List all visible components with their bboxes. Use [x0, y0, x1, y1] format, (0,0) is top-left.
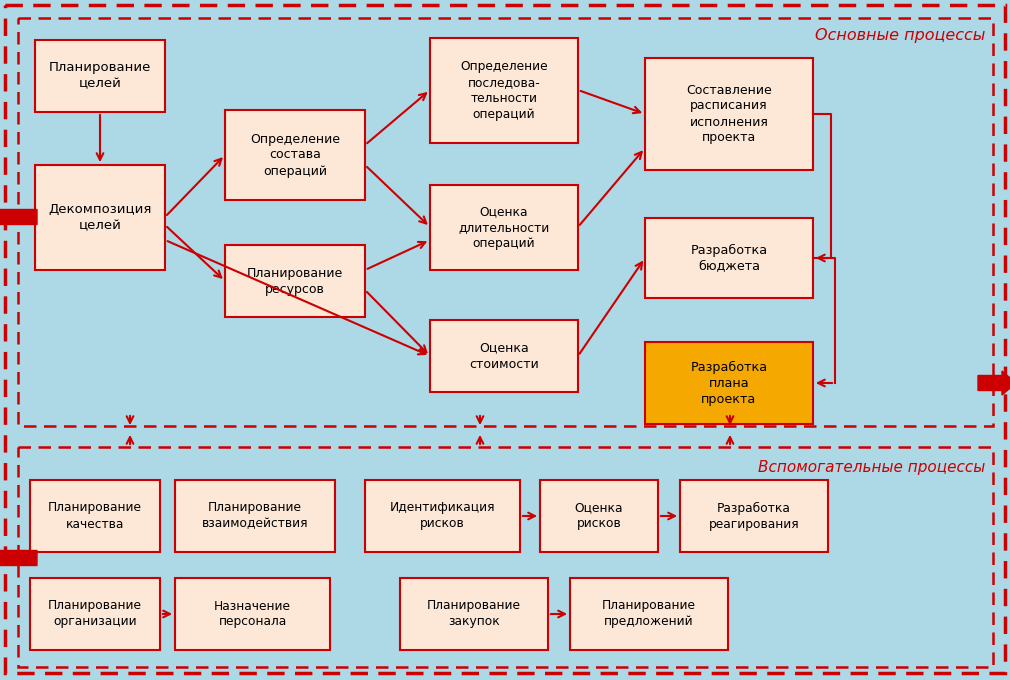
Bar	[30, 578, 160, 650]
Text: Оценка
рисков: Оценка рисков	[575, 502, 623, 530]
Text: Оценка
длительности
операций: Оценка длительности операций	[459, 205, 549, 250]
Bar	[175, 480, 335, 552]
Text: Планирование
взаимодействия: Планирование взаимодействия	[202, 502, 308, 530]
Text: Определение
состава
операций: Определение состава операций	[250, 133, 340, 177]
Bar	[430, 320, 578, 392]
Text: Планирование
ресурсов: Планирование ресурсов	[246, 267, 343, 296]
Bar	[175, 578, 330, 650]
Text: Планирование
закупок: Планирование закупок	[427, 600, 521, 628]
Bar	[35, 165, 165, 270]
FancyArrow shape	[978, 371, 1010, 395]
Text: Оценка
стоимости: Оценка стоимости	[469, 341, 539, 371]
Text: Основные процессы: Основные процессы	[815, 28, 985, 43]
Text: Планирование
целей: Планирование целей	[48, 61, 152, 90]
Text: Планирование
качества: Планирование качества	[48, 502, 142, 530]
Bar	[365, 480, 520, 552]
Bar	[430, 185, 578, 270]
Bar	[225, 110, 365, 200]
Text: Разработка
бюджета: Разработка бюджета	[691, 243, 768, 273]
Bar	[680, 480, 828, 552]
Bar	[30, 480, 160, 552]
Text: Идентификация
рисков: Идентификация рисков	[390, 502, 495, 530]
Text: Составление
расписания
исполнения
проекта: Составление расписания исполнения проект…	[686, 84, 772, 145]
Bar	[18, 18, 993, 426]
Bar	[400, 578, 548, 650]
Bar	[18, 447, 993, 667]
Bar	[645, 342, 813, 424]
Text: Назначение
персонала: Назначение персонала	[214, 600, 291, 628]
Bar	[570, 578, 728, 650]
Bar	[35, 40, 165, 112]
Text: Разработка
плана
проекта: Разработка плана проекта	[691, 360, 768, 405]
FancyArrow shape	[0, 546, 37, 570]
Text: Планирование
предложений: Планирование предложений	[602, 600, 696, 628]
Bar	[225, 245, 365, 317]
Bar	[645, 58, 813, 170]
Text: Разработка
реагирования: Разработка реагирования	[709, 501, 799, 530]
Text: Планирование
организации: Планирование организации	[48, 600, 142, 628]
Bar	[430, 38, 578, 143]
Bar	[645, 218, 813, 298]
Text: Декомпозиция
целей: Декомпозиция целей	[48, 203, 152, 232]
FancyArrow shape	[0, 205, 37, 229]
Bar	[540, 480, 658, 552]
Text: Определение
последова-
тельности
операций: Определение последова- тельности операци…	[461, 60, 547, 121]
Text: Вспомогательные процессы: Вспомогательные процессы	[758, 460, 985, 475]
